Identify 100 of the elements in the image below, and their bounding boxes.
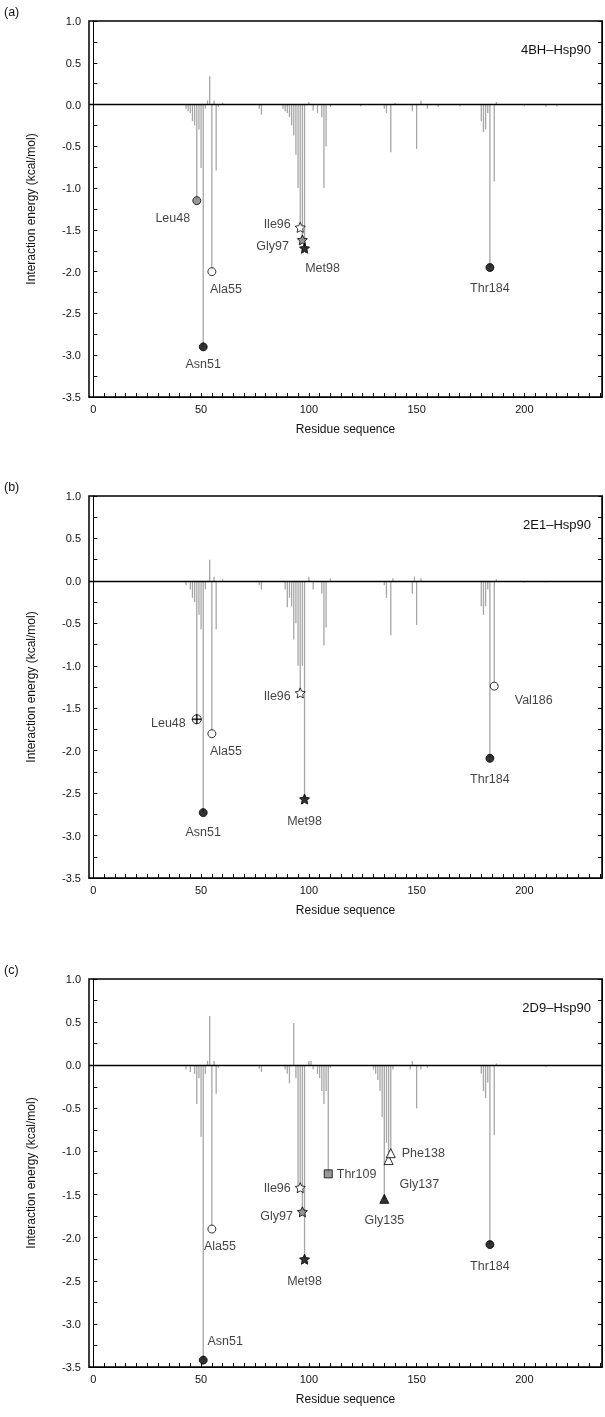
annotation: 4BH–Hsp90 [520, 42, 592, 57]
point [294, 1182, 306, 1194]
y-tick-label: -3.5 [62, 872, 81, 884]
y-tick-label: 0.5 [65, 1016, 81, 1029]
y-tick-label: -3.0 [62, 1317, 81, 1330]
y-axis-title: Interaction energy (kcal/mol) [24, 611, 38, 763]
series-label: Asn51 [185, 824, 221, 839]
point [191, 714, 202, 725]
y-tick-label: 1.0 [65, 490, 81, 502]
y-tick-label: 1.0 [65, 973, 81, 985]
series-label: Ala55 [203, 1239, 236, 1254]
series-label: Leu48 [155, 210, 191, 225]
point [198, 1355, 208, 1365]
series-label: Met98 [287, 814, 322, 829]
x-tick-label: 100 [299, 883, 319, 896]
point [198, 342, 208, 352]
series-label: Met98 [287, 1274, 322, 1289]
point [385, 1148, 396, 1159]
series-label: Thr184 [470, 772, 510, 787]
chart-title: (c) [4, 962, 19, 977]
series-label: Met98 [305, 261, 340, 276]
series-label: Leu48 [151, 716, 186, 731]
y-tick-label: -3.0 [62, 349, 81, 362]
annotation: 2D9–Hsp90 [522, 1000, 591, 1015]
series-label: Asn51 [185, 356, 221, 371]
x-tick-label: 150 [407, 402, 426, 415]
point [299, 242, 311, 254]
series-label: Thr109 [336, 1166, 377, 1181]
point [192, 196, 202, 206]
x-tick-label: 0 [90, 1372, 97, 1385]
y-tick-label: -0.5 [62, 140, 81, 153]
point [383, 1155, 394, 1166]
x-tick-label: 200 [515, 1372, 534, 1385]
point [485, 262, 495, 272]
x-tick-label: 0 [90, 883, 97, 896]
x-axis-title: Residue sequence [295, 422, 396, 436]
series-label: Ile96 [263, 688, 291, 703]
series-label: Thr184 [470, 1258, 510, 1273]
point [296, 1206, 308, 1218]
y-tick-label: 0.0 [65, 1059, 81, 1072]
series-label: Gly97 [260, 1208, 293, 1223]
series-label: Phe138 [401, 1146, 445, 1161]
y-tick-label: -2.0 [62, 1231, 81, 1244]
y-tick-label: -1.5 [62, 223, 81, 236]
point [294, 687, 306, 699]
chart-title: (a) [4, 4, 20, 19]
series-label: Ala55 [209, 743, 242, 758]
x-tick-label: 50 [194, 1372, 208, 1385]
y-axis-title: Interaction energy (kcal/mol) [24, 133, 38, 285]
y-tick-label: -3.5 [62, 1361, 81, 1373]
y-tick-label: -1.0 [62, 182, 81, 195]
y-tick-label: -1.0 [62, 1145, 81, 1158]
y-tick-label: -2.0 [62, 265, 81, 278]
point [485, 1240, 495, 1250]
y-tick-label: -1.0 [62, 659, 81, 672]
point [379, 1193, 390, 1204]
series-label: Ile96 [263, 217, 291, 232]
x-axis-title: Residue sequence [295, 1392, 396, 1406]
series-label: Val186 [514, 693, 553, 708]
point [485, 753, 495, 763]
x-tick-label: 50 [194, 883, 208, 896]
series-label: Ile96 [263, 1180, 291, 1195]
x-tick-label: 200 [515, 883, 534, 896]
series-label: Gly135 [364, 1213, 405, 1228]
y-tick-label: -2.5 [62, 307, 81, 320]
series-label: Gly97 [256, 238, 289, 253]
series-label: Ala55 [209, 281, 242, 296]
x-axis-title: Residue sequence [295, 903, 396, 917]
point [198, 808, 208, 818]
series-label: Thr184 [470, 281, 510, 296]
point [207, 1224, 217, 1234]
x-tick-label: 100 [299, 402, 319, 415]
point [299, 793, 311, 805]
x-tick-label: 100 [299, 1372, 319, 1385]
y-tick-label: 0.0 [65, 98, 81, 111]
y-tick-label: 0.0 [65, 574, 81, 587]
y-tick-label: -0.5 [62, 617, 81, 630]
point [299, 1253, 311, 1265]
y-axis-title: Interaction energy (kcal/mol) [24, 1097, 38, 1249]
y-tick-label: -2.0 [62, 744, 81, 757]
annotation: 2E1–Hsp90 [523, 517, 592, 532]
point [207, 729, 217, 739]
point [294, 221, 306, 233]
y-tick-label: 0.5 [65, 56, 81, 69]
x-tick-label: 200 [515, 402, 534, 415]
y-tick-label: -2.5 [62, 1274, 81, 1287]
chart-title: (b) [4, 479, 20, 494]
x-tick-label: 150 [407, 1372, 426, 1385]
x-tick-label: 150 [407, 883, 426, 896]
y-tick-label: -3.0 [62, 829, 81, 842]
x-tick-label: 0 [90, 402, 97, 415]
point [296, 234, 308, 246]
series-label: Gly137 [399, 1177, 440, 1192]
y-tick-label: -1.5 [62, 702, 81, 715]
y-tick-label: -3.5 [62, 391, 81, 403]
y-tick-label: -2.5 [62, 787, 81, 800]
x-tick-label: 50 [194, 402, 208, 415]
point [207, 267, 217, 277]
point [489, 681, 499, 691]
y-tick-label: 1.0 [65, 15, 81, 27]
